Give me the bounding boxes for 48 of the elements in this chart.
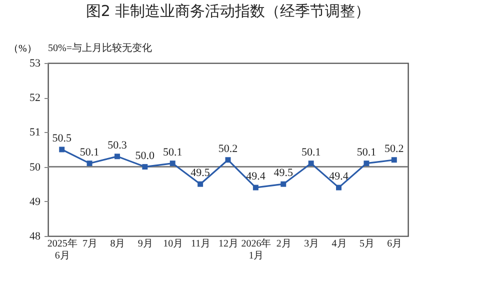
- point: [142, 164, 148, 170]
- text: 49.4: [329, 170, 348, 183]
- x-tick-label: 11月: [190, 238, 211, 250]
- y-tick-label: 53: [30, 58, 41, 70]
- point: [391, 157, 397, 163]
- x-tick-label: 12月: [218, 238, 238, 250]
- point: [198, 181, 204, 187]
- point: [170, 160, 176, 166]
- x-tick-label: 2026年 1月: [241, 238, 272, 262]
- text: 49.5: [274, 167, 294, 180]
- x-tick-label: 5月: [359, 238, 374, 250]
- x-tick-label: 8月: [110, 238, 126, 250]
- x-tick-label: 2025年 6月: [47, 238, 78, 262]
- x-tick-label: 7月: [82, 238, 98, 250]
- text: 50.2: [218, 142, 238, 155]
- text: 50.1: [356, 146, 376, 158]
- text: 50.0: [135, 150, 155, 162]
- text: 49.5: [190, 167, 210, 180]
- x-tick-label: 3月: [304, 238, 320, 250]
- chart-title: 图2 非制造业商务活动指数（经季节调整）: [86, 2, 370, 20]
- text: 50.3: [108, 139, 127, 152]
- x-tick-label: 2月: [276, 238, 292, 250]
- point: [280, 181, 286, 187]
- text: 49.4: [246, 170, 266, 183]
- text: 50.1: [301, 146, 321, 158]
- text: 50%=与上月比较无变化: [48, 42, 152, 54]
- point: [336, 184, 342, 190]
- text: 50.2: [384, 142, 404, 155]
- point: [252, 184, 258, 190]
- x-tick-label: 10月: [163, 238, 184, 250]
- text: 50.1: [162, 146, 182, 158]
- y-tick-label: 51: [30, 126, 40, 139]
- x-tick-label: 9月: [138, 238, 153, 250]
- y-tick-label: 52: [30, 92, 40, 104]
- point: [308, 160, 314, 166]
- y-tick-label: 50: [30, 161, 41, 174]
- point: [59, 146, 65, 152]
- x-tick-label: 6月: [387, 238, 402, 250]
- point: [225, 157, 231, 163]
- x-tick-label: 4月: [332, 238, 347, 250]
- y-axis-title: （%）: [8, 44, 37, 54]
- point: [114, 154, 120, 160]
- text: 50.5: [52, 132, 72, 144]
- y-tick-label: 49: [30, 196, 41, 208]
- text: 50.1: [80, 146, 100, 158]
- point: [364, 160, 370, 166]
- y-tick-label: 48: [30, 230, 41, 242]
- point: [86, 160, 92, 166]
